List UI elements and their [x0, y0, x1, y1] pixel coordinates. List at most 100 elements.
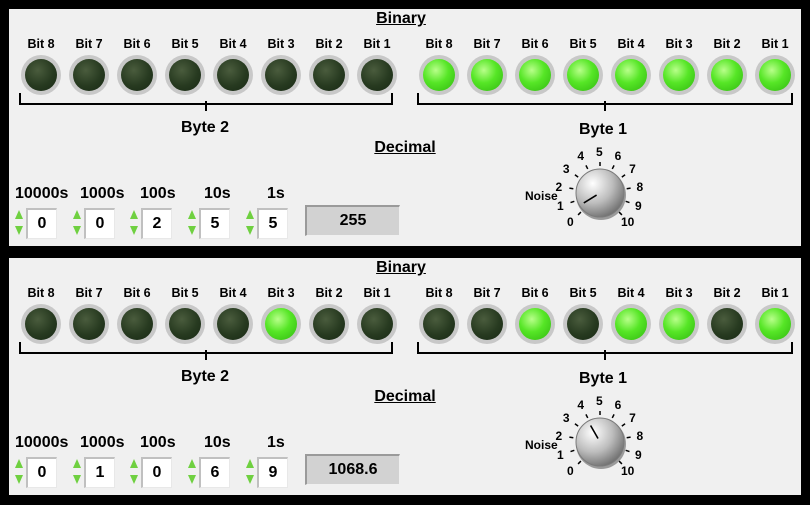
bit-label: Bit 6 [521, 286, 549, 300]
increment-arrow-icon[interactable] [73, 210, 81, 219]
increment-arrow-icon[interactable] [15, 210, 23, 219]
led-lens [313, 308, 345, 340]
increment-arrow-icon[interactable] [246, 210, 254, 219]
byte2-led-bit1[interactable] [357, 304, 397, 344]
led-lens [615, 59, 647, 91]
bit-label: Bit 8 [27, 286, 55, 300]
digit-input[interactable]: 5 [199, 208, 230, 239]
byte2-led-bit5[interactable] [165, 55, 205, 95]
knob-dial[interactable] [519, 145, 659, 237]
byte1-led-bit3[interactable] [659, 304, 699, 344]
digit-place-label: 100s [140, 434, 176, 451]
byte1-led-bit2[interactable] [707, 304, 747, 344]
bit-label: Bit 8 [425, 286, 453, 300]
byte2-led-bit3[interactable] [261, 55, 301, 95]
led-lens [121, 59, 153, 91]
noise-knob[interactable]: Noise 0 1 2 3 4 5 6 7 8 9 10 [519, 394, 659, 486]
noise-knob[interactable]: Noise 0 1 2 3 4 5 6 7 8 9 10 [519, 145, 659, 237]
increment-arrow-icon[interactable] [130, 459, 138, 468]
decrement-arrow-icon[interactable] [188, 475, 196, 484]
decrement-arrow-icon[interactable] [73, 226, 81, 235]
byte1-led-bit2[interactable] [707, 55, 747, 95]
byte2-led-bit2[interactable] [309, 55, 349, 95]
byte2-led-bit6[interactable] [117, 304, 157, 344]
decrement-arrow-icon[interactable] [246, 475, 254, 484]
decrement-arrow-icon[interactable] [15, 226, 23, 235]
decimal-value-indicator: 1068.6 [305, 454, 400, 485]
byte2-led-bit8[interactable] [21, 304, 61, 344]
digit-place-label: 1000s [80, 185, 125, 202]
digit-spinner [187, 457, 198, 487]
digit-input[interactable]: 0 [84, 208, 115, 239]
knob-scale-label: 9 [634, 447, 642, 462]
byte1-led-bit1[interactable] [755, 304, 795, 344]
digit-control: 2 [129, 206, 179, 240]
increment-arrow-icon[interactable] [130, 210, 138, 219]
bit-label: Bit 3 [665, 286, 693, 300]
digit-input[interactable]: 0 [26, 457, 57, 488]
knob-tick-mark [577, 211, 582, 216]
knob-dial[interactable] [519, 394, 659, 486]
knob-scale-label: 0 [567, 463, 574, 478]
decimal-title: Decimal [374, 139, 436, 156]
byte2-led-bit7[interactable] [69, 55, 109, 95]
byte2-led-bit4[interactable] [213, 304, 253, 344]
byte2-led-bit5[interactable] [165, 304, 205, 344]
byte1-led-bit3[interactable] [659, 55, 699, 95]
knob-body[interactable] [575, 417, 625, 467]
digit-control: 0 [129, 455, 179, 489]
digit-input[interactable]: 2 [141, 208, 172, 239]
byte1-led-bit5[interactable] [563, 55, 603, 95]
byte2-led-bit4[interactable] [213, 55, 253, 95]
increment-arrow-icon[interactable] [188, 459, 196, 468]
digit-input[interactable]: 0 [26, 208, 57, 239]
byte2-led-bit8[interactable] [21, 55, 61, 95]
byte1-led-bit5[interactable] [563, 304, 603, 344]
byte2-led-bit7[interactable] [69, 304, 109, 344]
increment-arrow-icon[interactable] [188, 210, 196, 219]
increment-arrow-icon[interactable] [15, 459, 23, 468]
byte1-led-bit8[interactable] [419, 55, 459, 95]
decrement-arrow-icon[interactable] [73, 475, 81, 484]
led-lens [25, 308, 57, 340]
digit-place-label: 10000s [15, 434, 69, 451]
digit-spinner [129, 457, 140, 487]
increment-arrow-icon[interactable] [73, 459, 81, 468]
byte1-led-bit1[interactable] [755, 55, 795, 95]
led-lens [471, 308, 503, 340]
digit-input[interactable]: 0 [141, 457, 172, 488]
decrement-arrow-icon[interactable] [130, 475, 138, 484]
byte2-led-bit3[interactable] [261, 304, 301, 344]
digit-input[interactable]: 1 [84, 457, 115, 488]
byte2-led-bit2[interactable] [309, 304, 349, 344]
bit-label: Bit 6 [123, 37, 151, 51]
digit-input[interactable]: 5 [257, 208, 288, 239]
bit-label: Bit 6 [123, 286, 151, 300]
byte1-led-bit7[interactable] [467, 55, 507, 95]
bit-label: Bit 2 [713, 286, 741, 300]
knob-tick-mark [625, 449, 630, 453]
decimal-value-indicator: 255 [305, 205, 400, 236]
byte1-led-bit6[interactable] [515, 55, 555, 95]
increment-arrow-icon[interactable] [246, 459, 254, 468]
knob-body[interactable] [575, 168, 625, 218]
byte1-led-bit8[interactable] [419, 304, 459, 344]
byte1-led-bit6[interactable] [515, 304, 555, 344]
digit-input[interactable]: 9 [257, 457, 288, 488]
decrement-arrow-icon[interactable] [188, 226, 196, 235]
decrement-arrow-icon[interactable] [15, 475, 23, 484]
byte1-led-bit7[interactable] [467, 304, 507, 344]
byte2-led-bit6[interactable] [117, 55, 157, 95]
byte2-led-bit1[interactable] [357, 55, 397, 95]
knob-tick-mark [577, 460, 582, 465]
byte1-bracket [417, 93, 793, 111]
knob-scale-label: 4 [577, 149, 585, 164]
byte1-led-bit4[interactable] [611, 304, 651, 344]
byte2-label: Byte 2 [181, 119, 230, 136]
decrement-arrow-icon[interactable] [130, 226, 138, 235]
byte2-bracket [19, 93, 393, 111]
knob-scale-label: 9 [634, 198, 642, 213]
byte1-led-bit4[interactable] [611, 55, 651, 95]
digit-input[interactable]: 6 [199, 457, 230, 488]
decrement-arrow-icon[interactable] [246, 226, 254, 235]
